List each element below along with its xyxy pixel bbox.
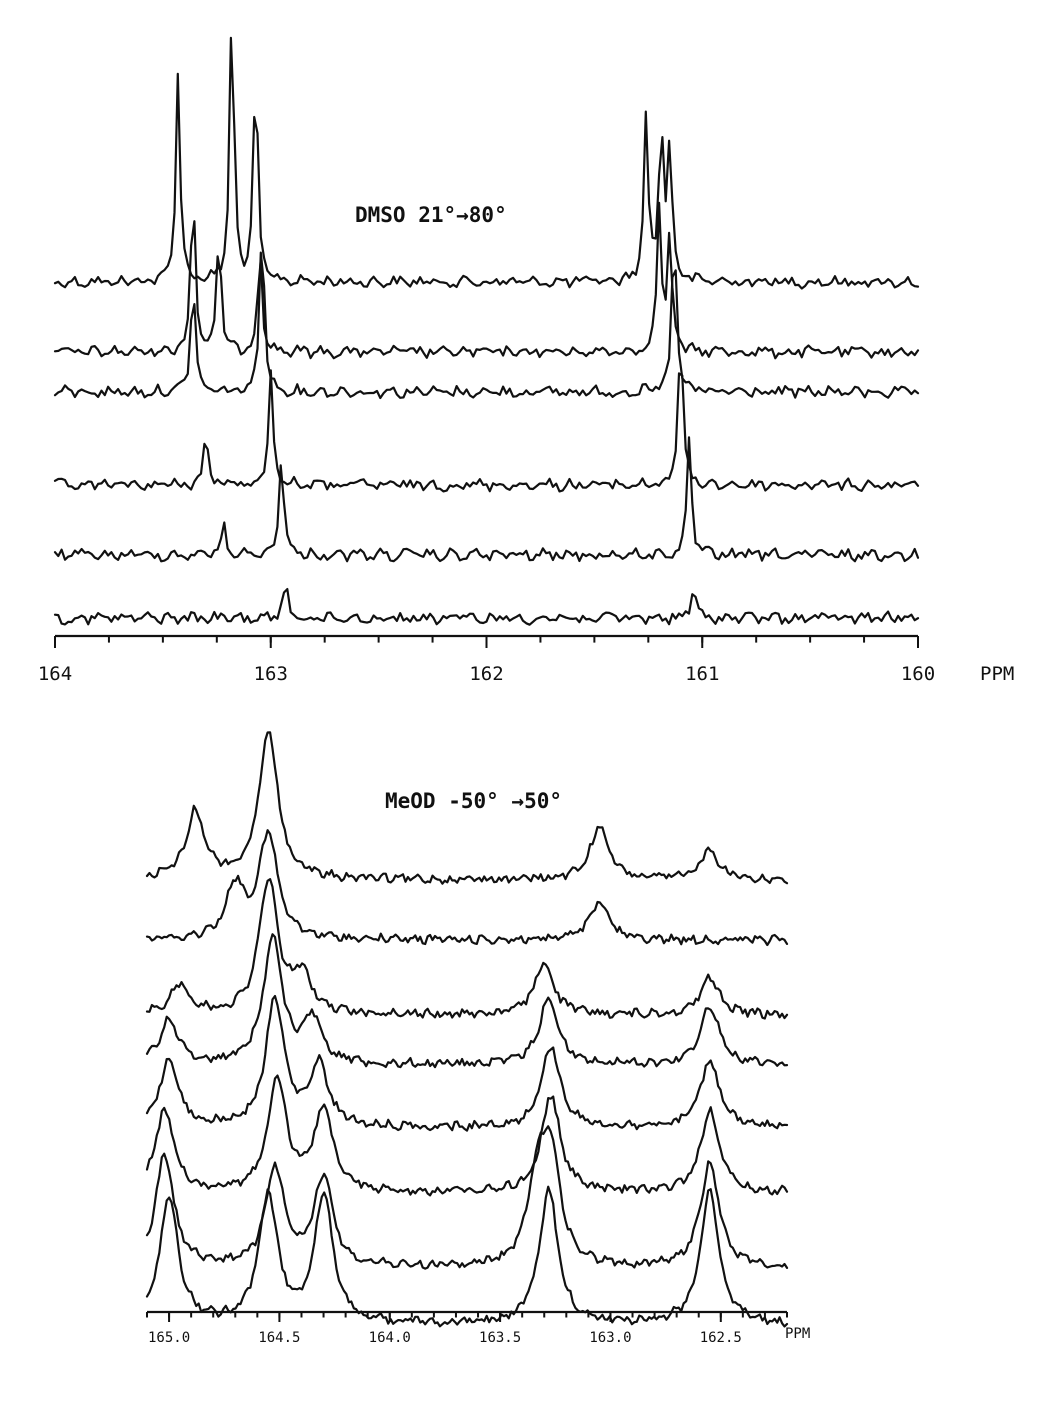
spectrum-trace (53, 436, 920, 563)
x-axis-label: PPM (785, 1326, 810, 1342)
spectrum-trace (53, 251, 920, 400)
spectrum-trace (145, 933, 789, 1069)
x-tick-label: 164.0 (369, 1330, 411, 1346)
spectrum-trace (145, 829, 789, 947)
spectrum-trace (53, 201, 920, 360)
spectrum-trace (53, 369, 920, 493)
x-tick-label: 162 (469, 663, 503, 685)
spectrum-trace (145, 1074, 789, 1197)
x-tick-label: 163.5 (479, 1330, 521, 1346)
x-tick-label: 161 (685, 663, 719, 685)
x-tick-label: 162.5 (700, 1330, 742, 1346)
spectrum-trace (145, 1125, 789, 1270)
spectrum-trace (145, 1185, 789, 1328)
x-tick-label: 163 (254, 663, 288, 685)
chart-title: DMSO 21°→80° (355, 203, 507, 227)
spectrum-trace (145, 877, 789, 1020)
spectrum-trace (53, 587, 920, 626)
chart-title: MeOD -50° →50° (385, 789, 562, 813)
spectrum-trace (53, 36, 920, 290)
spectrum-trace (145, 731, 789, 885)
meod-spectra-panel: MeOD -50° →50° 165.0 164.5 164.0 163.5 163.0 1… (145, 731, 810, 1346)
x-tick-label: 163.0 (589, 1330, 631, 1346)
spectrum-trace (145, 994, 789, 1132)
dmso-spectra-panel: DMSO 21°→80° 164 163 162 161 160 PPM (38, 36, 1014, 685)
x-tick-label: 165.0 (148, 1330, 190, 1346)
x-axis-label: PPM (980, 663, 1014, 685)
x-tick-label: 164.5 (258, 1330, 300, 1346)
x-tick-label: 164 (38, 663, 72, 685)
x-tick-label: 160 (901, 663, 935, 685)
